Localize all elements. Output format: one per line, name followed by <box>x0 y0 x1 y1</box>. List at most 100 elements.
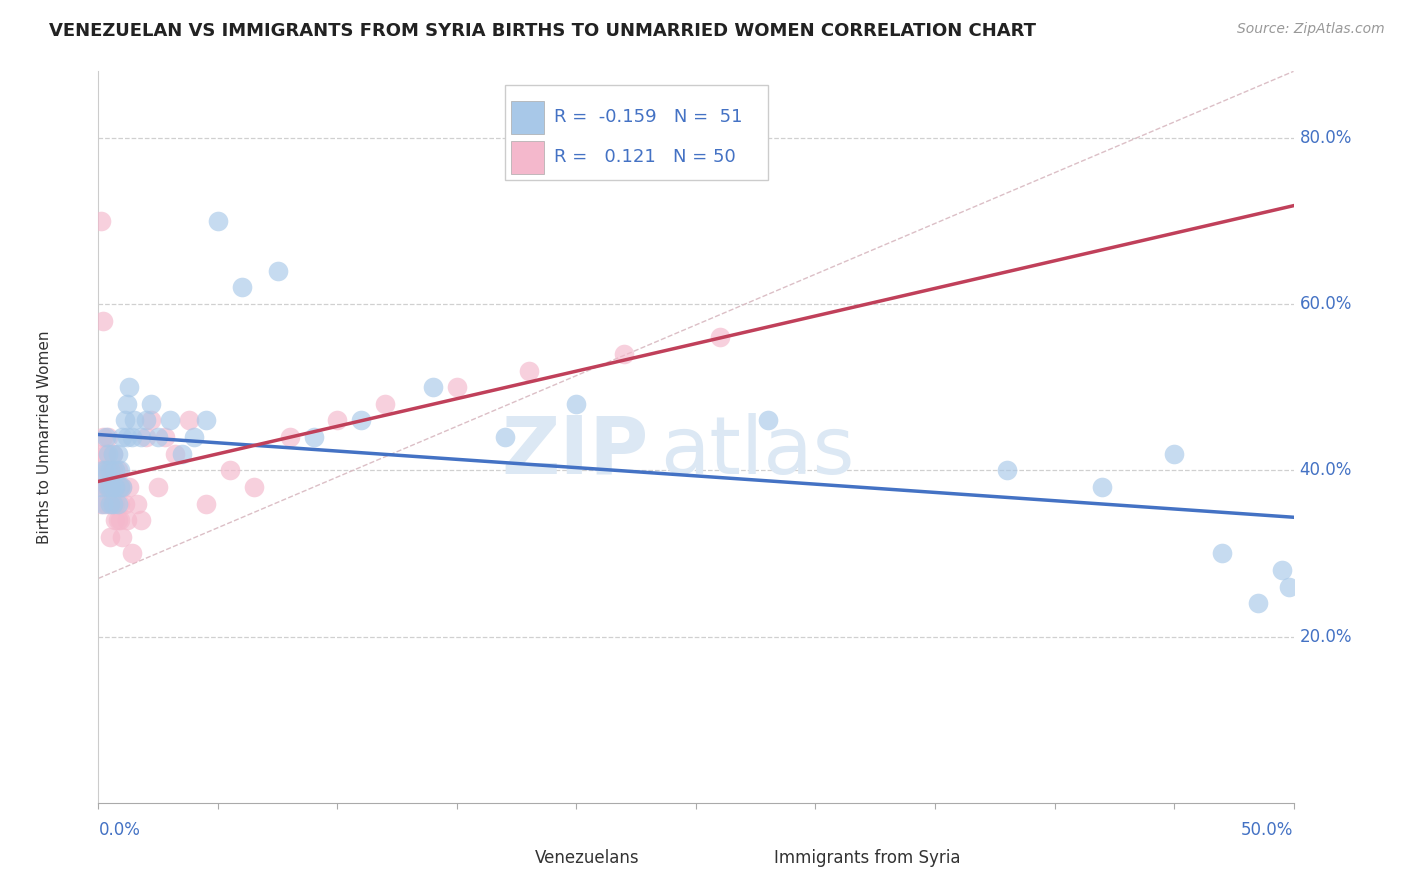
FancyBboxPatch shape <box>720 843 768 872</box>
Point <box>91 480 114 494</box>
Point <box>517 363 540 377</box>
Point <box>114 497 136 511</box>
Point <box>98 463 122 477</box>
Point <box>565 397 588 411</box>
Point <box>97 463 120 477</box>
Point <box>422 380 444 394</box>
Point <box>159 413 181 427</box>
Text: Venezuelans: Venezuelans <box>534 848 640 867</box>
Text: Source: ZipAtlas.com: Source: ZipAtlas.com <box>1237 22 1385 37</box>
Point <box>125 497 148 511</box>
Point <box>267 264 290 278</box>
Point <box>94 463 117 477</box>
Point <box>131 513 153 527</box>
Point <box>94 430 117 444</box>
Point <box>91 314 114 328</box>
Point <box>94 447 117 461</box>
Text: R =  -0.159   N =  51: R = -0.159 N = 51 <box>554 108 742 126</box>
Point <box>148 480 170 494</box>
Point <box>326 413 349 427</box>
Text: Immigrants from Syria: Immigrants from Syria <box>773 848 960 867</box>
Point <box>172 447 194 461</box>
Point <box>91 497 114 511</box>
Point <box>278 430 301 444</box>
Point <box>104 463 127 477</box>
Point <box>111 430 134 444</box>
Point <box>97 447 120 461</box>
Point <box>446 380 468 394</box>
Text: 20.0%: 20.0% <box>1299 628 1353 646</box>
Point <box>124 413 146 427</box>
Point <box>111 530 134 544</box>
Point <box>111 480 134 494</box>
FancyBboxPatch shape <box>510 141 544 174</box>
Point <box>98 530 122 544</box>
Point <box>1163 447 1185 461</box>
Point <box>350 413 373 427</box>
Point <box>101 480 124 494</box>
Point <box>207 214 229 228</box>
Point <box>98 480 122 494</box>
Point <box>90 214 112 228</box>
Text: 80.0%: 80.0% <box>1299 128 1353 147</box>
Point <box>613 347 636 361</box>
Point <box>709 330 731 344</box>
Point <box>135 413 157 427</box>
Text: atlas: atlas <box>661 413 855 491</box>
Point <box>195 413 218 427</box>
Text: 0.0%: 0.0% <box>98 821 141 839</box>
Point <box>97 480 120 494</box>
Point <box>756 413 779 427</box>
Point <box>115 397 138 411</box>
Text: Births to Unmarried Women: Births to Unmarried Women <box>37 330 52 544</box>
Point <box>148 430 170 444</box>
Point <box>98 463 122 477</box>
FancyBboxPatch shape <box>510 101 544 134</box>
Point <box>107 447 129 461</box>
Point <box>104 480 127 494</box>
Point <box>163 447 186 461</box>
Point <box>108 463 131 477</box>
Point <box>94 497 117 511</box>
Point <box>494 430 516 444</box>
Text: 40.0%: 40.0% <box>1299 461 1353 479</box>
Text: 60.0%: 60.0% <box>1299 295 1353 313</box>
Point <box>995 463 1018 477</box>
Point <box>1247 596 1270 610</box>
Point <box>1211 546 1233 560</box>
Point <box>90 447 112 461</box>
Point <box>104 513 127 527</box>
Point <box>98 497 122 511</box>
Point <box>1271 563 1294 577</box>
Point <box>121 546 143 560</box>
Point <box>115 430 138 444</box>
Point <box>107 497 129 511</box>
Point <box>101 447 124 461</box>
Point <box>108 513 131 527</box>
Point <box>118 480 141 494</box>
Point <box>91 463 114 477</box>
Point <box>139 413 162 427</box>
Point <box>121 430 143 444</box>
Point <box>91 463 114 477</box>
Point <box>107 463 129 477</box>
Point <box>115 513 138 527</box>
Point <box>94 480 117 494</box>
Point <box>101 497 124 511</box>
Point <box>101 463 124 477</box>
Point <box>97 430 120 444</box>
Point <box>108 480 131 494</box>
Point <box>155 430 177 444</box>
Point <box>1278 580 1301 594</box>
Text: 50.0%: 50.0% <box>1241 821 1294 839</box>
Point <box>108 497 131 511</box>
Point <box>91 430 114 444</box>
Point <box>104 497 127 511</box>
Point <box>231 280 253 294</box>
FancyBboxPatch shape <box>481 843 529 872</box>
Point <box>1091 480 1114 494</box>
Point <box>179 413 201 427</box>
Point <box>111 480 134 494</box>
FancyBboxPatch shape <box>505 85 768 179</box>
Point <box>101 447 124 461</box>
